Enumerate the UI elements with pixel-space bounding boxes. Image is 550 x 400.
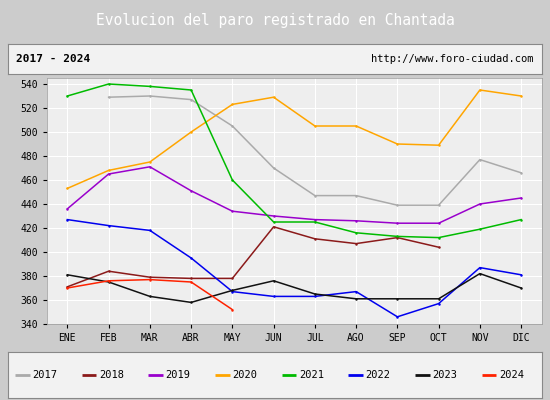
Text: http://www.foro-ciudad.com: http://www.foro-ciudad.com <box>371 54 534 64</box>
Text: 2022: 2022 <box>366 370 390 380</box>
Text: 2017 - 2024: 2017 - 2024 <box>16 54 91 64</box>
Text: 2024: 2024 <box>499 370 524 380</box>
Text: 2023: 2023 <box>432 370 458 380</box>
Text: Evolucion del paro registrado en Chantada: Evolucion del paro registrado en Chantad… <box>96 14 454 28</box>
Text: 2020: 2020 <box>232 370 257 380</box>
Text: 2019: 2019 <box>166 370 191 380</box>
Text: 2018: 2018 <box>99 370 124 380</box>
Text: 2017: 2017 <box>32 370 57 380</box>
Text: 2021: 2021 <box>299 370 324 380</box>
